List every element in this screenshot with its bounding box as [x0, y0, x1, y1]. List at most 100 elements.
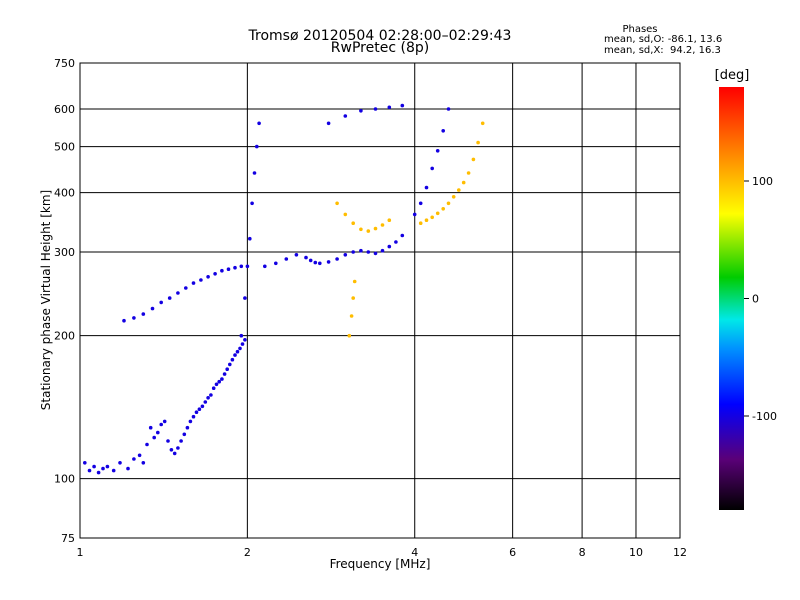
data-point: [225, 367, 229, 372]
data-point: [243, 338, 247, 342]
data-point: [245, 264, 250, 269]
data-point: [235, 349, 240, 354]
data-point: [126, 466, 130, 471]
data-point: [199, 278, 203, 282]
y-tick-label: 400: [54, 187, 75, 200]
data-point: [418, 221, 423, 225]
data-point: [101, 466, 105, 471]
data-point: [239, 264, 244, 269]
data-point: [294, 253, 299, 257]
phases-o-mode: mean, sd,O: -86.1, 13.6: [604, 34, 723, 45]
data-point: [351, 221, 356, 225]
plot-frame: [79, 62, 681, 539]
data-point: [252, 171, 257, 175]
data-point: [263, 264, 267, 269]
x-tick-label: 12: [673, 546, 687, 559]
data-point: [318, 261, 322, 266]
y-tick-label: 300: [54, 246, 75, 259]
data-point: [83, 461, 87, 465]
colorbar-tick-label: -100: [752, 410, 777, 423]
data-point: [152, 435, 156, 440]
colorbar-tick-label: 100: [752, 175, 773, 188]
x-tick-label: 2: [244, 546, 251, 559]
data-point: [257, 121, 261, 126]
data-point: [359, 248, 363, 253]
data-point: [87, 468, 92, 473]
data-point: [220, 268, 224, 273]
data-point: [141, 312, 146, 316]
data-point: [446, 107, 451, 111]
data-point: [313, 260, 318, 265]
data-point: [351, 296, 356, 300]
data-point: [441, 129, 446, 133]
data-point: [122, 318, 126, 323]
data-point: [430, 166, 435, 171]
data-point: [480, 121, 485, 126]
data-point: [220, 377, 224, 381]
data-point: [387, 218, 392, 222]
data-point: [347, 333, 352, 338]
plot-grid: [80, 63, 680, 538]
data-point: [349, 314, 354, 318]
data-point: [145, 442, 149, 447]
y-tick-label: 100: [54, 473, 75, 486]
data-point: [435, 211, 440, 216]
data-point: [274, 261, 278, 266]
data-point: [326, 260, 331, 264]
data-point: [343, 212, 348, 217]
data-point: [209, 393, 213, 397]
data-point: [159, 300, 163, 305]
data-point: [191, 414, 196, 419]
data-point: [162, 419, 167, 424]
phases-x-mode: mean, sd,X: 94.2, 16.3: [604, 45, 721, 56]
data-point: [191, 281, 196, 285]
data-point: [214, 382, 219, 387]
data-point: [387, 105, 392, 110]
x-tick-label: 1: [77, 546, 84, 559]
data-point: [366, 229, 371, 233]
data-point: [441, 207, 446, 211]
data-point: [435, 149, 440, 153]
data-point: [226, 267, 231, 272]
data-point: [380, 248, 385, 253]
data-point: [182, 432, 187, 437]
data-point: [400, 103, 405, 108]
y-tick-label: 75: [61, 532, 75, 545]
data-point: [132, 316, 136, 320]
data-point: [335, 257, 339, 261]
data-point: [343, 253, 348, 257]
data-point: [335, 201, 339, 206]
colorbar: [719, 87, 744, 510]
data-point: [206, 396, 210, 400]
data-point: [148, 425, 153, 430]
data-point: [387, 244, 392, 249]
data-point: [326, 121, 331, 126]
data-point: [222, 372, 227, 376]
data-point: [476, 140, 480, 145]
data-point: [373, 251, 378, 256]
data-point: [380, 223, 385, 227]
data-point: [118, 461, 122, 465]
data-point: [343, 114, 348, 118]
data-point: [141, 461, 146, 465]
data-point: [197, 407, 202, 412]
data-point: [228, 362, 232, 367]
data-point: [308, 258, 313, 263]
data-point: [111, 468, 116, 473]
data-point: [424, 218, 429, 222]
data-point: [150, 306, 155, 311]
colorbar-ticks: 100 0 -100: [744, 175, 777, 423]
x-tick-label: 10: [629, 546, 643, 559]
data-point: [457, 188, 461, 192]
data-point: [466, 171, 471, 175]
x-tick-label: 8: [579, 546, 586, 559]
data-point: [418, 201, 423, 206]
y-tick-label: 200: [54, 330, 75, 343]
data-point: [156, 430, 160, 435]
data-point: [243, 296, 247, 300]
data-point: [351, 250, 356, 254]
data-point: [92, 464, 96, 469]
data-point: [137, 453, 142, 458]
data-point: [304, 255, 308, 260]
